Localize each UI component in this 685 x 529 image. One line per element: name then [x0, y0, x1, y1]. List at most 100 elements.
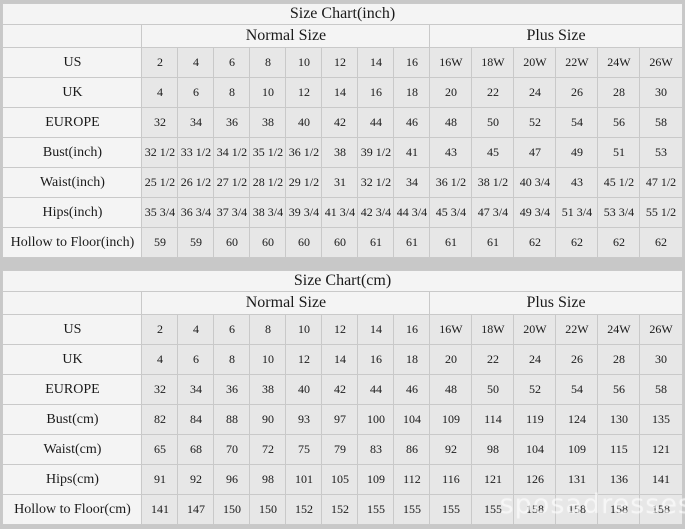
size-value-cell: 4 — [177, 47, 215, 78]
row-label: Hollow to Floor(inch) — [2, 227, 143, 258]
size-value-cell: 14 — [321, 77, 359, 108]
size-value-cell: 82 — [141, 404, 179, 435]
size-value-cell: 38 3/4 — [249, 197, 287, 228]
size-value-cell: 91 — [141, 464, 179, 495]
table-row: Hips(inch) 35 3/4 36 3/4 37 3/4 38 3/4 39 3/4… — [2, 197, 683, 228]
size-value-cell: 16W — [429, 314, 473, 345]
row-label: Hollow to Floor(cm) — [2, 494, 143, 525]
row-label: US — [2, 314, 143, 345]
size-value-cell: 22 — [471, 77, 515, 108]
size-value-cell: 39 3/4 — [285, 197, 323, 228]
size-value-cell: 100 — [357, 404, 395, 435]
size-value-cell: 90 — [249, 404, 287, 435]
size-value-cell: 25 1/2 — [141, 167, 179, 198]
size-value-cell: 10 — [249, 344, 287, 375]
size-value-cell: 92 — [429, 434, 473, 465]
size-value-cell: 20W — [513, 47, 557, 78]
size-value-cell: 155 — [429, 494, 473, 525]
size-value-cell: 61 — [393, 227, 431, 258]
size-value-cell: 126 — [513, 464, 557, 495]
size-value-cell: 41 — [393, 137, 431, 168]
row-label: EUROPE — [2, 374, 143, 405]
size-value-cell: 155 — [393, 494, 431, 525]
size-value-cell: 14 — [357, 47, 395, 78]
size-value-cell: 70 — [213, 434, 251, 465]
size-value-cell: 46 — [393, 107, 431, 138]
size-value-cell: 130 — [597, 404, 641, 435]
size-value-cell: 38 — [249, 374, 287, 405]
size-value-cell: 18 — [393, 77, 431, 108]
size-value-cell: 51 3/4 — [555, 197, 599, 228]
row-label: EUROPE — [2, 107, 143, 138]
size-value-cell: 44 3/4 — [393, 197, 431, 228]
row-label: Bust(inch) — [2, 137, 143, 168]
size-value-cell: 16 — [393, 47, 431, 78]
size-value-cell: 62 — [639, 227, 683, 258]
size-value-cell: 62 — [597, 227, 641, 258]
size-value-cell: 26 — [555, 77, 599, 108]
size-value-cell: 131 — [555, 464, 599, 495]
size-value-cell: 61 — [471, 227, 515, 258]
size-value-cell: 32 — [141, 374, 179, 405]
size-value-cell: 53 3/4 — [597, 197, 641, 228]
size-value-cell: 10 — [249, 77, 287, 108]
size-value-cell: 58 — [639, 374, 683, 405]
size-value-cell: 60 — [321, 227, 359, 258]
size-value-cell: 6 — [177, 344, 215, 375]
size-value-cell: 10 — [285, 314, 323, 345]
size-value-cell: 16 — [393, 314, 431, 345]
size-value-cell: 61 — [357, 227, 395, 258]
size-value-cell: 18 — [393, 344, 431, 375]
size-value-cell: 35 1/2 — [249, 137, 287, 168]
size-value-cell: 27 1/2 — [213, 167, 251, 198]
size-value-cell: 49 3/4 — [513, 197, 557, 228]
size-value-cell: 2 — [141, 314, 179, 345]
size-value-cell: 22 — [471, 344, 515, 375]
size-value-cell: 105 — [321, 464, 359, 495]
size-value-cell: 43 — [555, 167, 599, 198]
size-value-cell: 51 — [597, 137, 641, 168]
size-value-cell: 45 3/4 — [429, 197, 473, 228]
size-value-cell: 6 — [177, 77, 215, 108]
size-value-cell: 29 1/2 — [285, 167, 323, 198]
size-value-cell: 49 — [555, 137, 599, 168]
size-value-cell: 20 — [429, 344, 473, 375]
size-value-cell: 22W — [555, 314, 599, 345]
table-row: US 2 4 6 8 10 12 14 16 16W 18W 20W 22W 24W 26W — [2, 314, 683, 345]
size-value-cell: 96 — [213, 464, 251, 495]
size-value-cell: 60 — [213, 227, 251, 258]
size-value-cell: 55 1/2 — [639, 197, 683, 228]
size-value-cell: 48 — [429, 107, 473, 138]
table-row: EUROPE 32 34 36 38 40 42 44 46 48 50 52 54 56 58 — [2, 374, 683, 405]
table-row: Hollow to Floor(inch) 59 59 60 60 60 60 61 61 61 6… — [2, 227, 683, 258]
size-value-cell: 124 — [555, 404, 599, 435]
size-value-cell: 48 — [429, 374, 473, 405]
size-value-cell: 6 — [213, 47, 251, 78]
size-value-cell: 119 — [513, 404, 557, 435]
table-row: UK 4 6 8 10 12 14 16 18 20 22 24 26 28 30 — [2, 77, 683, 108]
row-label: UK — [2, 344, 143, 375]
size-value-cell: 53 — [639, 137, 683, 168]
size-value-cell: 109 — [429, 404, 473, 435]
size-value-cell: 86 — [393, 434, 431, 465]
size-value-cell: 75 — [285, 434, 323, 465]
size-value-cell: 6 — [213, 314, 251, 345]
size-value-cell: 8 — [249, 47, 287, 78]
size-value-cell: 42 — [321, 374, 359, 405]
size-value-cell: 22W — [555, 47, 599, 78]
table-row: UK 4 6 8 10 12 14 16 18 20 22 24 26 28 30 — [2, 344, 683, 375]
size-value-cell: 152 — [285, 494, 323, 525]
size-value-cell: 72 — [249, 434, 287, 465]
size-value-cell: 97 — [321, 404, 359, 435]
column-group-header: Normal Size — [141, 24, 431, 48]
size-value-cell: 8 — [213, 344, 251, 375]
size-value-cell: 30 — [639, 344, 683, 375]
size-value-cell: 42 — [321, 107, 359, 138]
size-value-cell: 54 — [555, 374, 599, 405]
size-value-cell: 60 — [249, 227, 287, 258]
size-value-cell: 62 — [555, 227, 599, 258]
size-value-cell: 65 — [141, 434, 179, 465]
size-value-cell: 158 — [555, 494, 599, 525]
size-value-cell: 43 — [429, 137, 473, 168]
size-value-cell: 33 1/2 — [177, 137, 215, 168]
